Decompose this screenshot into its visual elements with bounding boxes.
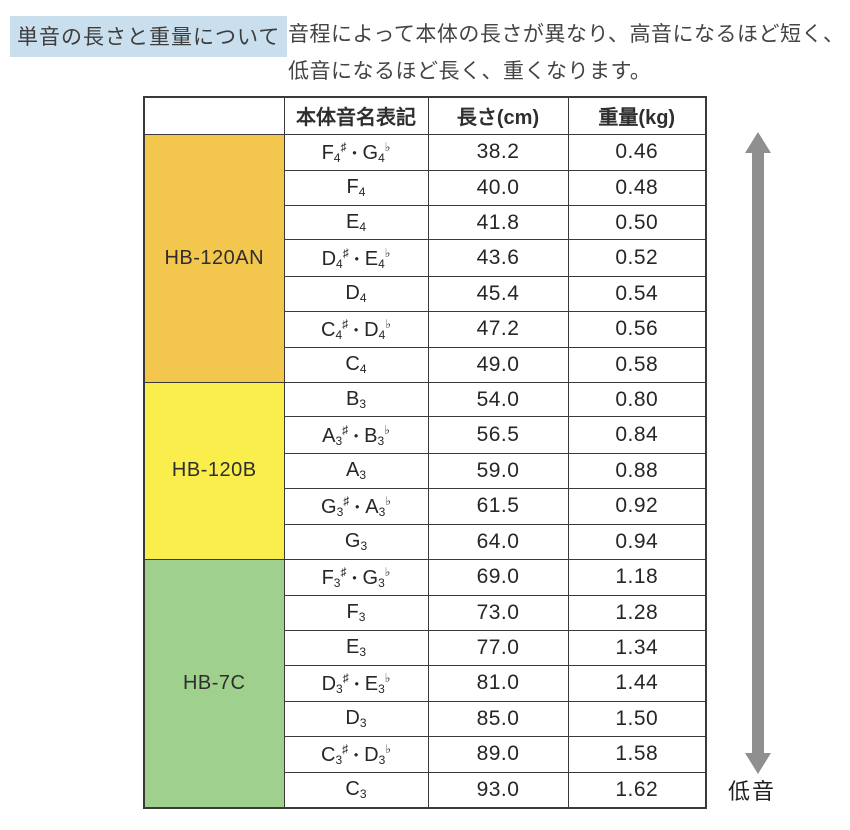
note-cell: C4♯・D4♭	[283, 310, 429, 348]
table-header: 本体音名表記 長さ(cm) 重量(kg)	[143, 96, 707, 135]
weight-cell: 0.56	[567, 310, 707, 348]
note-cell: G3	[283, 523, 429, 560]
note-cell: F3	[283, 594, 429, 631]
model-cell: HB-120B	[143, 381, 285, 560]
header-length: 長さ(cm)	[427, 96, 569, 135]
length-cell: 73.0	[427, 594, 569, 631]
table-row: C4♯・D4♭ 47.2 0.56	[144, 310, 707, 348]
length-cell: 54.0	[427, 381, 569, 418]
note-cell: A3	[283, 452, 429, 489]
weight-cell: 0.80	[567, 381, 707, 418]
table-row: G3 64.0 0.94	[144, 523, 707, 560]
arrow-shaft	[752, 148, 764, 758]
length-cell: 43.6	[427, 239, 569, 277]
table-row: HB-7C F3♯・G3♭ 69.0 1.18	[143, 558, 707, 809]
table-row: HB-120AN F4♯・G4♭ 38.2 0.46	[143, 133, 707, 383]
weight-cell: 0.48	[567, 169, 707, 206]
length-cell: 47.2	[427, 310, 569, 348]
length-cell: 69.0	[427, 558, 569, 596]
note-cell: E4	[283, 204, 429, 241]
weight-cell: 1.28	[567, 594, 707, 631]
weight-cell: 0.54	[567, 275, 707, 312]
note-cell: C4	[283, 346, 429, 383]
weight-cell: 1.58	[567, 735, 707, 773]
length-cell: 85.0	[427, 700, 569, 737]
table-row: D4♯・E4♭ 43.6 0.52	[144, 239, 707, 277]
table-row: C3 93.0 1.62	[144, 771, 707, 809]
table-row: C3♯・D3♭ 89.0 1.58	[144, 735, 707, 773]
length-cell: 89.0	[427, 735, 569, 773]
note-cell: F4	[283, 169, 429, 206]
note-cell: A3♯・B3♭	[283, 416, 429, 454]
weight-cell: 1.34	[567, 629, 707, 666]
length-cell: 38.2	[427, 133, 569, 171]
table-row: G3♯・A3♭ 61.5 0.92	[144, 487, 707, 525]
table-row: HB-120B B3 54.0 0.80	[143, 381, 707, 560]
header-weight: 重量(kg)	[567, 96, 707, 135]
weight-cell: 1.62	[567, 771, 707, 809]
length-cell: 45.4	[427, 275, 569, 312]
length-cell: 56.5	[427, 416, 569, 454]
description: 音程によって本体の長さが異なり、高音になるほど短く、 低音になるほど長く、重くな…	[288, 16, 845, 90]
note-cell: D3	[283, 700, 429, 737]
low-pitch-label: 低音	[728, 779, 777, 804]
weight-cell: 1.44	[567, 664, 707, 702]
table-row: F3 73.0 1.28	[144, 594, 707, 631]
table-row: E3 77.0 1.34	[144, 629, 707, 666]
table-row: F4 40.0 0.48	[144, 169, 707, 206]
header-note: 本体音名表記	[283, 96, 429, 135]
weight-cell: 1.18	[567, 558, 707, 596]
table-row: E4 41.8 0.50	[144, 204, 707, 241]
weight-cell: 0.88	[567, 452, 707, 489]
length-cell: 40.0	[427, 169, 569, 206]
note-cell: G3♯・A3♭	[283, 487, 429, 525]
length-cell: 64.0	[427, 523, 569, 560]
length-cell: 81.0	[427, 664, 569, 702]
note-cell: D3♯・E3♭	[283, 664, 429, 702]
weight-cell: 0.84	[567, 416, 707, 454]
note-cell: B3	[283, 381, 429, 418]
header-model	[143, 96, 285, 135]
table-row: D3♯・E3♭ 81.0 1.44	[144, 664, 707, 702]
arrow-up-icon	[745, 132, 771, 153]
description-line-1: 音程によって本体の長さが異なり、高音になるほど短く、	[288, 23, 845, 46]
length-cell: 49.0	[427, 346, 569, 383]
length-cell: 41.8	[427, 204, 569, 241]
length-cell: 61.5	[427, 487, 569, 525]
header-row: 本体音名表記 長さ(cm) 重量(kg)	[143, 96, 707, 135]
table-row: C4 49.0 0.58	[144, 346, 707, 383]
weight-cell: 0.52	[567, 239, 707, 277]
note-cell: E3	[283, 629, 429, 666]
note-cell: F3♯・G3♭	[283, 558, 429, 596]
note-cell: D4♯・E4♭	[283, 239, 429, 277]
weight-cell: 0.92	[567, 487, 707, 525]
length-cell: 93.0	[427, 771, 569, 809]
weight-cell: 1.50	[567, 700, 707, 737]
pitch-range-arrow	[745, 132, 771, 774]
weight-cell: 0.50	[567, 204, 707, 241]
note-cell: C3	[283, 771, 429, 809]
model-cell: HB-120AN	[143, 133, 285, 383]
description-line-2: 低音になるほど長く、重くなります。	[288, 60, 652, 83]
spec-table: 本体音名表記 長さ(cm) 重量(kg) HB-120AN F4♯・G4♭ 38.2…	[143, 96, 707, 809]
arrow-down-icon	[745, 753, 771, 774]
model-cell: HB-7C	[143, 558, 285, 809]
note-cell: D4	[283, 275, 429, 312]
table-row: A3♯・B3♭ 56.5 0.84	[144, 416, 707, 454]
note-cell: F4♯・G4♭	[283, 133, 429, 171]
table-body: HB-120AN F4♯・G4♭ 38.2 0.46 F4 40.0 0.48 E4 41.8 0…	[143, 133, 707, 809]
note-cell: C3♯・D3♭	[283, 735, 429, 773]
page-title: 単音の長さと重量について	[10, 16, 288, 57]
weight-cell: 0.58	[567, 346, 707, 383]
length-cell: 77.0	[427, 629, 569, 666]
weight-cell: 0.94	[567, 523, 707, 560]
weight-cell: 0.46	[567, 133, 707, 171]
length-cell: 59.0	[427, 452, 569, 489]
